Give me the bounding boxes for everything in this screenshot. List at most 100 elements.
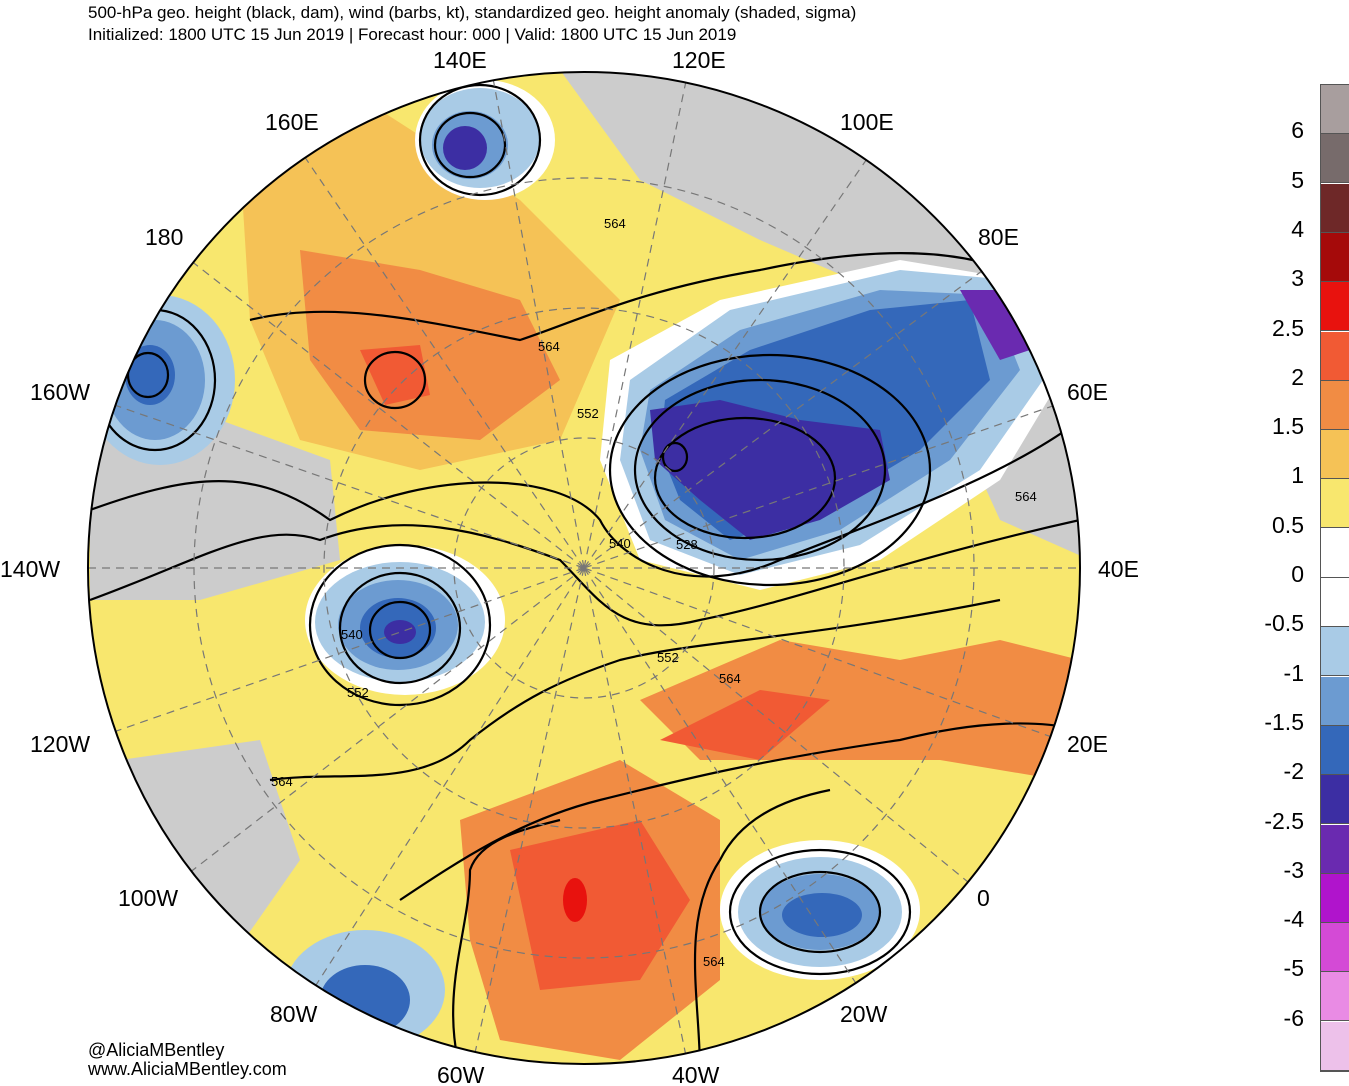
lon-label-100e: 100E [840,109,894,135]
contour-line [758,870,882,954]
colorbar-swatch [1321,430,1349,480]
gray-region-w [90,420,340,600]
colorbar-swatch [1321,282,1349,332]
colorbar-label: -1 [1283,659,1304,686]
colorbar-label: 5 [1291,166,1304,193]
positive-anomaly-core-1 [360,345,430,405]
contour-line [608,353,932,587]
colorbar-swatch [1321,824,1349,874]
credit-site: www.AliciaMBentley.com [88,1059,287,1079]
contour-label: 564 [538,339,560,354]
lon-label-0: 0 [977,885,990,911]
lon-label-60w: 60W [437,1062,485,1086]
contour-label: 552 [577,406,599,421]
lon-label-40w: 40W [672,1062,720,1086]
lon-label-80e: 80E [978,224,1019,250]
colorbar-swatch [1321,380,1349,430]
positive-anomaly-2 [300,250,560,440]
colorbar-swatch [1321,627,1349,677]
lon-label-120e: 120E [672,47,726,73]
colorbar-label: -1.5 [1264,708,1304,735]
colorbar-label: 2.5 [1272,314,1304,341]
contour-label: 564 [604,216,626,231]
contour-label: 564 [703,954,725,969]
lon-label-160w: 160W [30,379,90,405]
contour-line [661,441,689,473]
map-boundary [87,71,1081,1065]
chart-subtitle: Initialized: 1800 UTC 15 Jun 2019 | Fore… [88,25,737,44]
colorbar-swatch [1321,479,1349,529]
colorbar [1320,84,1349,1072]
contour-label: 528 [676,537,698,552]
colorbar-swatch [1321,775,1349,825]
colorbar-label: 6 [1291,117,1304,144]
contour-line [433,111,507,179]
contour-line [89,419,1080,578]
colorbar-swatch [1321,873,1349,923]
lon-label-20w: 20W [840,1001,888,1027]
negative-anomaly-low5-3 [782,893,862,937]
lon-label-180: 180 [145,224,183,250]
colorbar-label: -0.5 [1264,610,1304,637]
colorbar-swatch [1321,331,1349,381]
contour-line [269,598,1001,782]
colorbar-swatch [1321,183,1349,233]
colorbar-label: 1.5 [1272,413,1304,440]
graticule [88,72,1080,1064]
negative-anomaly-low3-3 [443,126,487,170]
colorbar-label: -2.5 [1264,807,1304,834]
colorbar-label: -4 [1283,906,1304,933]
lon-label-160e: 160E [265,109,319,135]
contour-line [728,848,912,976]
lon-label-20e: 20E [1067,731,1108,757]
colorbar-swatch [1321,725,1349,775]
contour-line [368,600,432,660]
lon-label-40e: 40E [1098,556,1139,582]
negative-anomaly-4 [650,400,890,540]
positive-anomaly-europe-core [660,690,830,760]
colorbar-swatch [1321,972,1349,1022]
colorbar-label: -3 [1283,856,1304,883]
colorbar-swatch [1321,578,1349,627]
lon-label-140e: 140E [433,47,487,73]
contour-label: 540 [341,627,363,642]
colorbar-label: 4 [1291,215,1304,242]
contour-label: 552 [347,685,369,700]
contour-line [338,571,462,685]
map-field [88,72,1080,1064]
colorbar-label: 3 [1291,265,1304,292]
colorbar-label: -5 [1283,955,1304,982]
colorbar-swatch [1321,134,1349,184]
contour-label: 564 [271,774,293,789]
contour-label: 552 [657,650,679,665]
colorbar-swatch [1321,528,1349,578]
colorbar-label: 0 [1291,561,1304,587]
colorbar-swatch [1321,1021,1349,1071]
lon-label-140w: 140W [0,556,60,582]
contour-line [653,416,837,540]
positive-anomaly-greenland-max [563,878,587,922]
lon-label-100w: 100W [118,885,178,911]
gray-region-ne [560,72,1080,560]
contour-line [418,83,542,197]
contour-line [452,818,561,1064]
contour-line [693,788,831,1064]
lon-label-60e: 60E [1067,379,1108,405]
lon-label-120w: 120W [30,731,90,757]
contour-label: 540 [609,536,631,551]
contour-line [249,252,1061,342]
colorbar-swatch [1321,676,1349,726]
contour-line [363,350,427,410]
chart-title: 500-hPa geo. height (black, dam), wind (… [88,3,857,22]
colorbar-swatch [1321,232,1349,282]
height-contours [89,83,1080,1064]
contour-label: 564 [719,671,741,686]
credit-handle: @AliciaMBentley [88,1040,225,1060]
negative-anomaly-low2-4 [384,620,416,644]
colorbar-label: 2 [1291,363,1304,390]
lon-label-80w: 80W [270,1001,318,1027]
contour-line [633,378,887,562]
contour-label: 564 [1015,489,1037,504]
colorbar-label: 1 [1291,462,1304,489]
